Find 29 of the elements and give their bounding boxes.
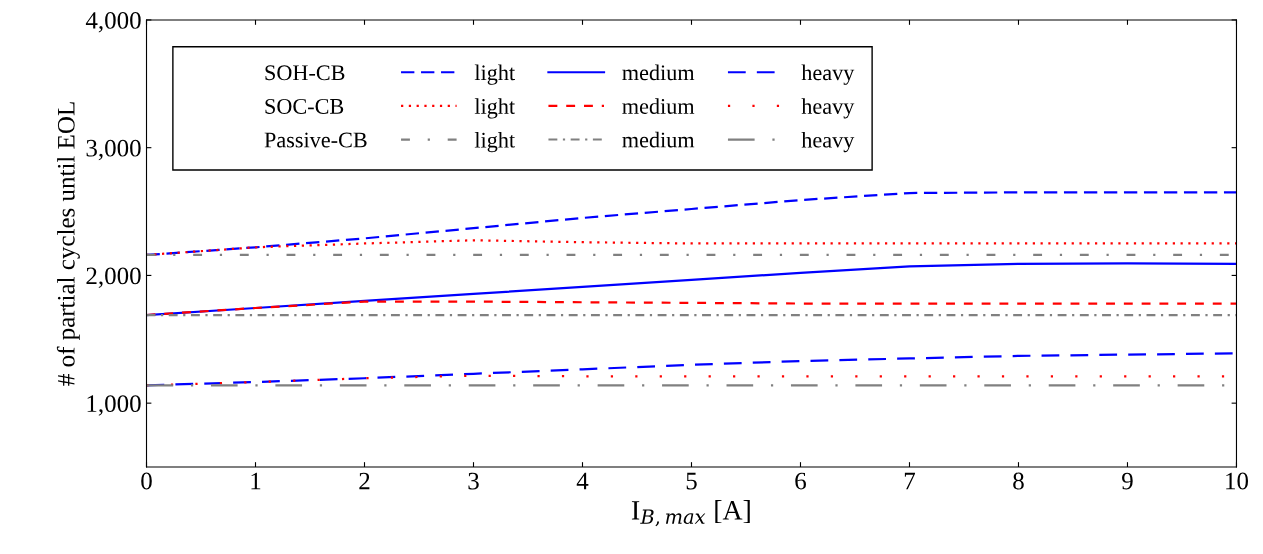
annotation: SOC-CB bbox=[265, 98, 344, 114]
x-tick-label: 1 bbox=[251, 472, 261, 490]
x-tick-label: 5 bbox=[686, 472, 697, 490]
legend-label: light bbox=[474, 64, 515, 85]
y-tick-label: 2,000 bbox=[86, 267, 141, 288]
y-axis-title: # of partial cycles until EOL bbox=[56, 102, 80, 386]
legend-label: medium bbox=[622, 64, 695, 81]
annotation: SOH-CB bbox=[265, 65, 345, 81]
legend-label: light bbox=[474, 98, 515, 119]
legend-label: heavy bbox=[801, 64, 855, 85]
x-tick-label: 0 bbox=[141, 472, 152, 490]
y-tick-label: 1,000 bbox=[87, 395, 141, 416]
legend-label: heavy bbox=[801, 98, 855, 119]
legend-label: medium bbox=[622, 98, 695, 114]
x-tick-label: 6 bbox=[795, 472, 806, 490]
y-tick-label: 4,000 bbox=[85, 11, 141, 33]
x-tick-label: 9 bbox=[1122, 472, 1133, 490]
x-tick-label: 3 bbox=[468, 472, 479, 490]
x-tick-label: 8 bbox=[1013, 472, 1024, 490]
x-tick-label: 4 bbox=[576, 472, 589, 490]
x-tick-label: 10 bbox=[1226, 472, 1249, 490]
legend-label: heavy bbox=[801, 131, 855, 153]
y-tick-label: 3,000 bbox=[86, 139, 141, 161]
annotation: Passive-CB bbox=[264, 132, 367, 148]
x-tick-label: 7 bbox=[904, 472, 916, 490]
x-tick-label: 2 bbox=[359, 472, 370, 490]
x-axis-title: I$_{B,max}$ [A] bbox=[631, 500, 750, 527]
legend-label: medium bbox=[622, 131, 695, 148]
legend-label: light bbox=[474, 131, 515, 153]
